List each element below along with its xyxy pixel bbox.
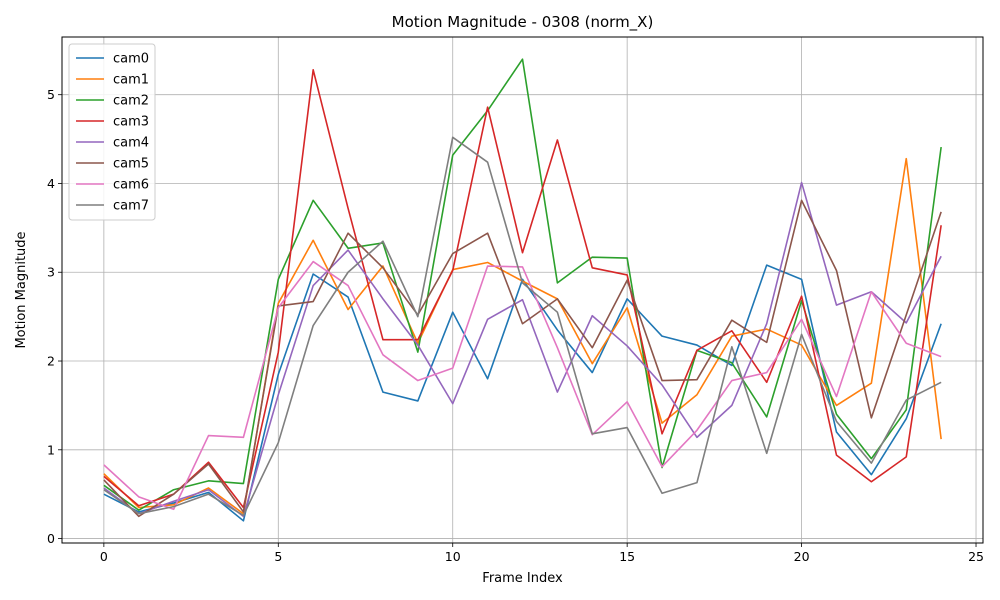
series-line-cam2 — [103, 58, 942, 511]
axis-ticks: 0 5 10 15 20 25 0 1 2 3 4 5 — [47, 87, 984, 564]
x-tick-label: 0 — [100, 549, 108, 564]
series-line-cam7 — [103, 136, 942, 517]
series-lines — [103, 58, 942, 522]
legend-label-cam7: cam7 — [113, 199, 149, 214]
y-tick-label: 5 — [47, 87, 55, 102]
y-tick-label: 2 — [47, 354, 55, 369]
legend-label-cam4: cam4 — [113, 136, 149, 151]
series-line-cam3 — [103, 69, 942, 509]
series-line-cam5 — [103, 199, 942, 518]
chart-title: Motion Magnitude - 0308 (norm_X) — [392, 13, 654, 32]
x-tick-label: 15 — [619, 549, 635, 564]
legend: cam0 cam1 cam2 cam3 cam4 cam5 cam6 cam7 — [68, 43, 156, 221]
legend-label-cam5: cam5 — [113, 157, 149, 172]
y-tick-label: 4 — [47, 176, 55, 191]
legend-label-cam3: cam3 — [113, 115, 149, 130]
legend-box — [68, 43, 156, 221]
y-tick-label: 3 — [47, 265, 55, 280]
series-line-cam1 — [103, 157, 942, 515]
legend-label-cam6: cam6 — [113, 178, 149, 193]
x-tick-label: 20 — [794, 549, 810, 564]
series-line-cam0 — [103, 264, 942, 522]
series-line-cam4 — [103, 181, 942, 518]
legend-label-cam0: cam0 — [113, 52, 149, 67]
grid — [62, 37, 983, 543]
legend-label-cam1: cam1 — [113, 73, 149, 88]
x-tick-label: 5 — [274, 549, 282, 564]
x-axis-label: Frame Index — [482, 571, 563, 586]
x-tick-label: 25 — [968, 549, 984, 564]
plot-frame — [61, 36, 984, 544]
x-tick-label: 10 — [445, 549, 461, 564]
y-tick-label: 0 — [47, 531, 55, 546]
y-axis-label: Motion Magnitude — [14, 231, 29, 348]
y-tick-label: 1 — [47, 442, 55, 457]
series-line-cam6 — [103, 260, 942, 511]
legend-label-cam2: cam2 — [113, 94, 149, 109]
